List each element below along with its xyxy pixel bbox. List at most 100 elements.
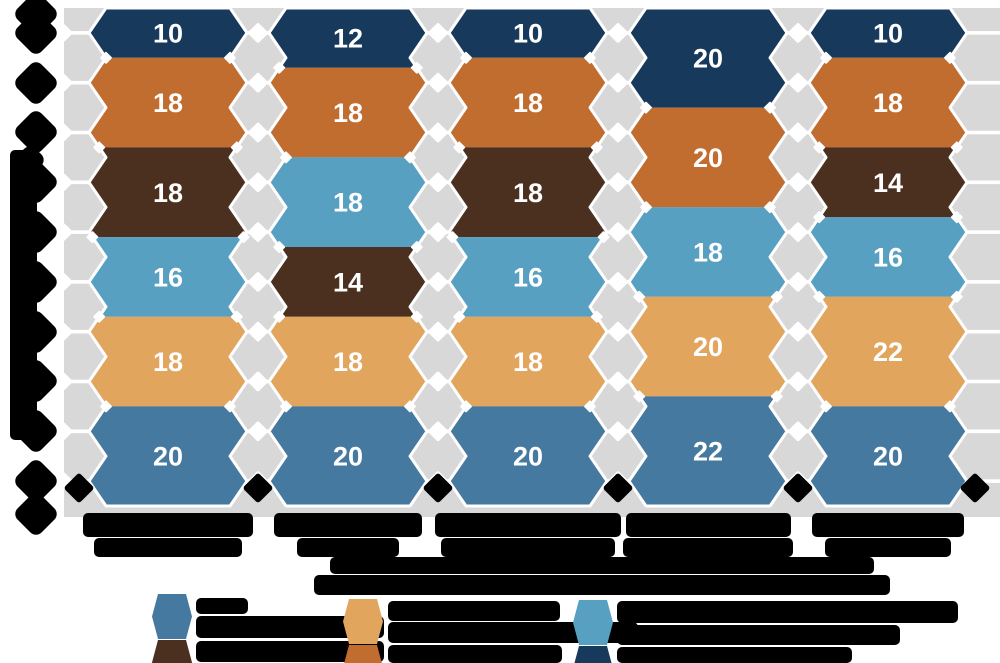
segment-boundary-notch — [597, 231, 610, 244]
column-gap-diamond — [248, 421, 268, 442]
segment-col1-brown — [89, 147, 247, 238]
column-gap-diamond — [608, 172, 628, 193]
axis-tick-diamond — [55, 323, 73, 341]
segment-boundary-notch — [100, 400, 112, 413]
segment-boundary-notch — [446, 231, 459, 244]
segment-col1-tan — [89, 316, 247, 407]
column-gap-diamond — [428, 371, 448, 392]
segment-value-label-col2-lightblue: 18 — [333, 188, 363, 218]
column-outline-5 — [807, 6, 969, 508]
legend-swatch-steel — [152, 594, 192, 639]
segment-value-label-col1-lightblue: 16 — [153, 262, 183, 292]
column-outline-1 — [87, 6, 249, 508]
redacted-y-axis-title — [10, 150, 37, 440]
axis-tick-diamond — [55, 273, 73, 291]
column-gap-diamond — [428, 23, 448, 43]
segment-boundary-notch — [280, 151, 292, 164]
redacted-x-category-label — [825, 538, 951, 557]
segment-boundary-notch — [950, 211, 963, 224]
column-gap-diamond — [788, 23, 808, 43]
segment-value-label-col4-tan: 20 — [693, 332, 723, 362]
redacted-x-category-label — [435, 513, 621, 537]
segment-boundary-notch — [100, 51, 112, 64]
legend-swatch-navy — [573, 646, 613, 663]
segment-col3-tan — [449, 316, 607, 407]
segment-value-label-col3-tan: 18 — [513, 347, 543, 377]
segment-boundary-notch — [230, 141, 243, 154]
redacted-x-category-label — [625, 513, 791, 537]
segment-col2-brown — [269, 247, 427, 317]
redacted-x-category-label — [812, 513, 964, 537]
segment-value-label-col1-tan: 18 — [153, 347, 183, 377]
redacted-caption — [314, 575, 890, 595]
segment-boundary-notch — [404, 151, 416, 164]
segment-col1-lightblue — [89, 237, 247, 317]
segment-boundary-notch — [230, 310, 243, 323]
segment-boundary-notch — [404, 400, 416, 413]
segment-boundary-notch — [633, 290, 646, 303]
column-gap-diamond — [428, 72, 448, 93]
segment-boundary-notch — [93, 310, 106, 323]
column-gap-diamond — [608, 371, 628, 392]
segment-boundary-notch — [410, 61, 423, 74]
segment-col5-lightblue — [809, 217, 967, 297]
segment-value-label-col1-navy: 10 — [153, 18, 183, 48]
segment-boundary-notch — [584, 51, 596, 64]
column-gap-diamond — [788, 72, 808, 93]
redacted-x-category-label — [94, 538, 242, 557]
redacted-legend-label — [388, 622, 638, 643]
segment-value-label-col5-lightblue: 16 — [873, 243, 903, 273]
segment-boundary-notch — [453, 310, 466, 323]
segment-col4-navy — [629, 8, 787, 108]
segment-boundary-notch — [237, 231, 250, 244]
segment-boundary-notch — [86, 231, 99, 244]
segment-col3-lightblue — [449, 237, 607, 317]
segment-boundary-notch — [410, 241, 423, 253]
redacted-x-category-label — [441, 538, 615, 557]
segment-boundary-notch — [813, 141, 826, 154]
segment-value-label-col4-steel: 22 — [693, 437, 723, 467]
column-gap-diamond — [248, 23, 268, 43]
segment-col2-navy — [269, 8, 427, 68]
segment-boundary-notch — [633, 390, 646, 403]
column-gap-diamond — [788, 421, 808, 442]
segment-boundary-notch — [813, 290, 826, 303]
column-gap-diamond — [788, 272, 808, 292]
column-gap-diamond — [788, 172, 808, 193]
axis-tick-diamond — [55, 372, 73, 391]
segment-value-label-col4-orange: 20 — [693, 143, 723, 173]
segment-value-label-col2-tan: 18 — [333, 347, 363, 377]
segment-col3-steel — [449, 406, 607, 506]
segment-boundary-notch — [764, 201, 776, 214]
segment-value-label-col5-navy: 10 — [873, 18, 903, 48]
redacted-baseline-diamond — [423, 473, 453, 503]
segment-value-label-col5-steel: 20 — [873, 442, 903, 472]
segment-boundary-notch — [273, 310, 286, 323]
column-gap-diamond — [248, 172, 268, 193]
segment-col2-tan — [269, 316, 427, 407]
axis-tick-diamond — [55, 173, 73, 191]
segment-boundary-notch — [93, 141, 106, 154]
segment-value-label-col5-orange: 18 — [873, 88, 903, 118]
axis-tick-diamond — [55, 24, 73, 42]
segment-value-label-col3-navy: 10 — [513, 18, 543, 48]
column-gap-diamond — [428, 321, 448, 342]
legend-swatch-brown — [152, 640, 192, 663]
segment-value-label-col2-steel: 20 — [333, 442, 363, 472]
axis-tick-diamond — [55, 74, 73, 92]
segment-value-label-col2-orange: 18 — [333, 98, 363, 128]
column-gap-diamond — [788, 371, 808, 392]
segment-value-label-col5-tan: 22 — [873, 337, 903, 367]
redacted-x-category-label — [274, 513, 422, 537]
redacted-baseline-diamond — [243, 473, 273, 503]
chart-plot-area: 10 18 18 16 18 20 12 18 18 14 18 20 10 18 18 16 18 20 20 20… — [55, 6, 1000, 517]
segment-boundary-notch — [224, 400, 236, 413]
column-gap-diamond — [608, 272, 628, 292]
segment-value-label-col4-navy: 20 — [693, 43, 723, 73]
column-gap-diamond — [428, 172, 448, 193]
column-gap-diamond — [428, 122, 448, 143]
redacted-legend-label — [617, 625, 900, 645]
redacted-x-category-label — [623, 538, 793, 557]
column-gap-diamond — [788, 122, 808, 143]
segment-col2-steel — [269, 406, 427, 506]
